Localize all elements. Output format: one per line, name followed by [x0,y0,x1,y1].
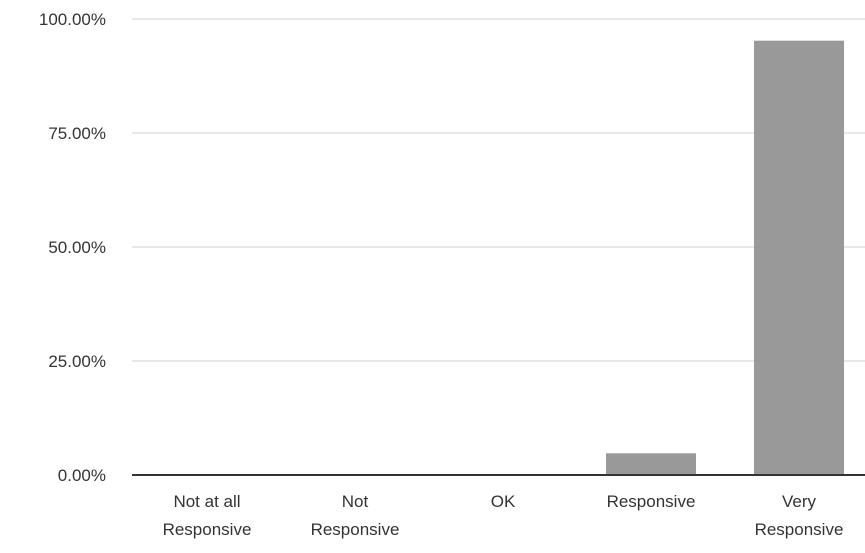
x-category-label-line: OK [491,492,516,511]
bars [606,40,844,476]
x-category-label: Very Responsive [755,492,844,539]
x-category-label-line: Responsive [311,520,400,539]
x-category-label-line: Not at all [173,492,240,511]
x-category-label-line: Responsive [755,520,844,539]
x-category-label: Not Responsive [311,492,400,539]
y-axis-tick-labels: 0.00% 25.00% 50.00% 75.00% 100.00% [39,10,106,485]
x-category-label-line: Not [342,492,369,511]
y-tick-label: 75.00% [48,124,106,143]
x-category-label: OK [491,492,516,511]
y-tick-label: 100.00% [39,10,106,29]
y-tick-label: 25.00% [48,352,106,371]
bar [754,40,844,476]
bar [606,453,696,475]
x-axis-category-labels: Not at all Responsive Not Responsive OK Respo… [163,492,844,539]
x-category-label-line: Responsive [163,520,252,539]
x-category-label: Not at all Responsive [163,492,252,539]
x-category-label-line: Responsive [607,492,696,511]
y-tick-label: 0.00% [58,466,106,485]
x-category-label: Responsive [607,492,696,511]
y-tick-label: 50.00% [48,238,106,257]
gridlines [132,18,865,362]
x-category-label-line: Very [782,492,817,511]
